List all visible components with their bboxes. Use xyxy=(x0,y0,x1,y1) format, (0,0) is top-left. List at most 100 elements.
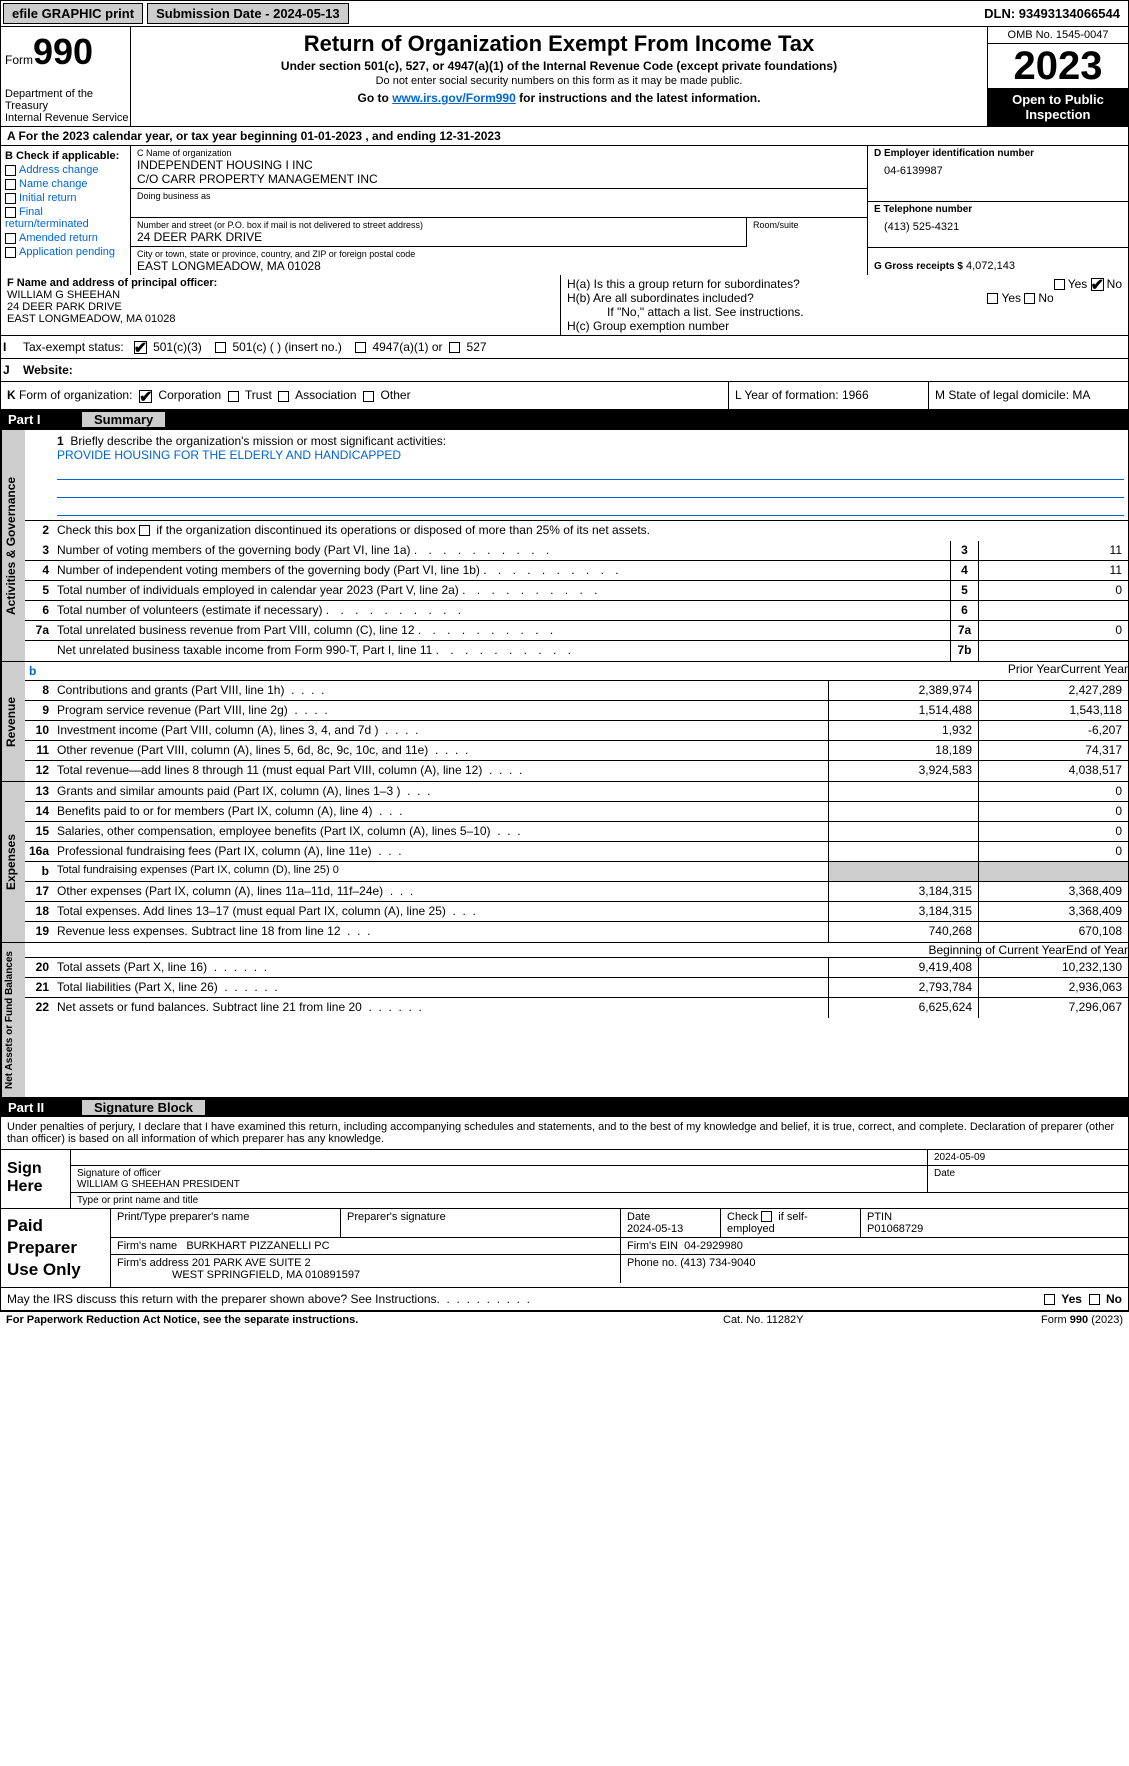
opt-address-change[interactable]: Address change xyxy=(5,164,126,176)
col-d-ein: D Employer identification number 04-6139… xyxy=(868,146,1128,275)
checkbox-icon[interactable] xyxy=(139,525,150,536)
firm-addr2: WEST SPRINGFIELD, MA 010891597 xyxy=(172,1269,360,1281)
firm-phone-label: Phone no. xyxy=(627,1257,677,1269)
org-name-2: C/O CARR PROPERTY MANAGEMENT INC xyxy=(137,172,861,186)
row-box: 7a xyxy=(950,621,978,640)
preparer-sig-header: Preparer's signature xyxy=(341,1209,621,1237)
underline xyxy=(57,464,1124,480)
checkbox-icon[interactable] xyxy=(1054,279,1065,290)
dba-cell: Doing business as xyxy=(131,189,867,218)
firm-ein: 04-2929980 xyxy=(684,1240,743,1252)
paperwork-notice: For Paperwork Reduction Act Notice, see … xyxy=(6,1314,723,1326)
opt-trust: Trust xyxy=(245,388,272,402)
row-num: 12 xyxy=(25,761,53,781)
firm-name-row: Firm's name BURKHART PIZZANELLI PC Firm'… xyxy=(111,1238,1128,1255)
ha-label: H(a) Is this a group return for subordin… xyxy=(567,277,800,291)
row-value: 11 xyxy=(978,561,1128,580)
yes-label: Yes xyxy=(1068,277,1088,291)
page-footer: For Paperwork Reduction Act Notice, see … xyxy=(0,1311,1129,1328)
opt-initial-return[interactable]: Initial return xyxy=(5,192,126,204)
row-desc: Net assets or fund balances. Subtract li… xyxy=(53,998,828,1018)
prior-value: 2,389,974 xyxy=(828,681,978,700)
revenue-section: Revenue b Prior Year Current Year 8 Cont… xyxy=(0,662,1129,782)
opt-amended-return[interactable]: Amended return xyxy=(5,232,126,244)
row-desc: Check this box if the organization disco… xyxy=(53,521,1128,541)
street-cell: Number and street (or P.O. box if mail i… xyxy=(131,218,747,247)
summary-row: 14 Benefits paid to or for members (Part… xyxy=(25,802,1128,822)
ein-cell: D Employer identification number 04-6139… xyxy=(868,146,1128,202)
discuss-yn: Yes No xyxy=(1044,1292,1122,1306)
row-num xyxy=(25,641,53,661)
current-value: 2,427,289 xyxy=(978,681,1128,700)
form-org-label: Form of organization: xyxy=(19,388,132,402)
row-box: 6 xyxy=(950,601,978,620)
sig-date-row: 2024-05-09 xyxy=(71,1150,1128,1166)
year-formation: L Year of formation: 1966 xyxy=(728,382,928,408)
row-num: 21 xyxy=(25,978,53,997)
checkbox-icon[interactable] xyxy=(278,391,289,402)
checkbox-icon[interactable] xyxy=(761,1211,772,1222)
checkbox-icon[interactable] xyxy=(449,342,460,353)
checkbox-icon xyxy=(5,207,16,218)
checkbox-icon[interactable] xyxy=(1044,1294,1055,1305)
checkbox-icon[interactable] xyxy=(228,391,239,402)
opt-application-pending[interactable]: Application pending xyxy=(5,246,126,258)
checkbox-icon[interactable] xyxy=(1089,1294,1100,1305)
col-b-label: B Check if applicable: xyxy=(5,150,126,162)
row-num: 22 xyxy=(25,998,53,1018)
prior-value xyxy=(828,842,978,861)
summary-row: 15 Salaries, other compensation, employe… xyxy=(25,822,1128,842)
prior-value: 3,924,583 xyxy=(828,761,978,781)
line-a-tax-year: A For the 2023 calendar year, or tax yea… xyxy=(0,127,1129,146)
row-num: 11 xyxy=(25,741,53,760)
city-value: EAST LONGMEADOW, MA 01028 xyxy=(137,259,861,273)
checkbox-icon[interactable] xyxy=(363,391,374,402)
prior-value: 1,514,488 xyxy=(828,701,978,720)
underline xyxy=(57,482,1124,498)
row-desc: Professional fundraising fees (Part IX, … xyxy=(53,842,828,861)
no-label: No xyxy=(1107,277,1122,291)
summary-row: 13 Grants and similar amounts paid (Part… xyxy=(25,782,1128,802)
row-num: 18 xyxy=(25,902,53,921)
form-number: 990 xyxy=(33,31,93,72)
checkbox-checked-icon[interactable] xyxy=(134,341,147,354)
row-desc: Total assets (Part X, line 16) . . . . .… xyxy=(53,958,828,977)
underline xyxy=(57,500,1124,516)
checkbox-checked-icon[interactable] xyxy=(1091,278,1104,291)
end-value: 10,232,130 xyxy=(978,958,1128,977)
summary-row: 10 Investment income (Part VIII, column … xyxy=(25,721,1128,741)
checkbox-icon[interactable] xyxy=(215,342,226,353)
opt-name-change[interactable]: Name change xyxy=(5,178,126,190)
checkbox-icon[interactable] xyxy=(1024,293,1035,304)
summary-row: 20 Total assets (Part X, line 16) . . . … xyxy=(25,958,1128,978)
checkbox-icon[interactable] xyxy=(987,293,998,304)
summary-row: 19 Revenue less expenses. Subtract line … xyxy=(25,922,1128,942)
street-label: Number and street (or P.O. box if mail i… xyxy=(137,220,740,230)
opt-corp: Corporation xyxy=(158,388,221,402)
header-right: OMB No. 1545-0047 2023 Open to Public In… xyxy=(988,27,1128,126)
opt-501c3: 501(c)(3) xyxy=(153,340,202,354)
checkbox-icon[interactable] xyxy=(355,342,366,353)
opt-label: Initial return xyxy=(19,192,76,204)
summary-row: b Total fundraising expenses (Part IX, c… xyxy=(25,862,1128,882)
checkbox-checked-icon[interactable] xyxy=(139,390,152,403)
sign-here-block: Sign Here 2024-05-09 Signature of office… xyxy=(0,1149,1129,1209)
goto-link-line: Go to www.irs.gov/Form990 for instructio… xyxy=(139,91,979,105)
opt-final-return[interactable]: Final return/terminated xyxy=(5,206,126,230)
sig-date-label: Date xyxy=(928,1166,1128,1192)
row-desc: Number of independent voting members of … xyxy=(53,561,950,580)
efile-print-button[interactable]: efile GRAPHIC print xyxy=(3,3,143,24)
part-2-title: Signature Block xyxy=(82,1100,205,1115)
net-assets-section: Net Assets or Fund Balances Beginning of… xyxy=(0,943,1129,1098)
hb-note: If "No," attach a list. See instructions… xyxy=(567,305,1122,319)
phone-value: (413) 525-4321 xyxy=(884,221,1122,233)
row-box: 3 xyxy=(950,541,978,560)
tax-year: 2023 xyxy=(988,44,1128,88)
ein-value: 04-6139987 xyxy=(884,165,1122,177)
row-num: 20 xyxy=(25,958,53,977)
summary-row: 4 Number of independent voting members o… xyxy=(25,561,1128,581)
row-box: 5 xyxy=(950,581,978,600)
irs-link[interactable]: www.irs.gov/Form990 xyxy=(392,91,516,105)
preparer-name-header: Print/Type preparer's name xyxy=(111,1209,341,1237)
gross-value: 4,072,143 xyxy=(966,260,1015,272)
